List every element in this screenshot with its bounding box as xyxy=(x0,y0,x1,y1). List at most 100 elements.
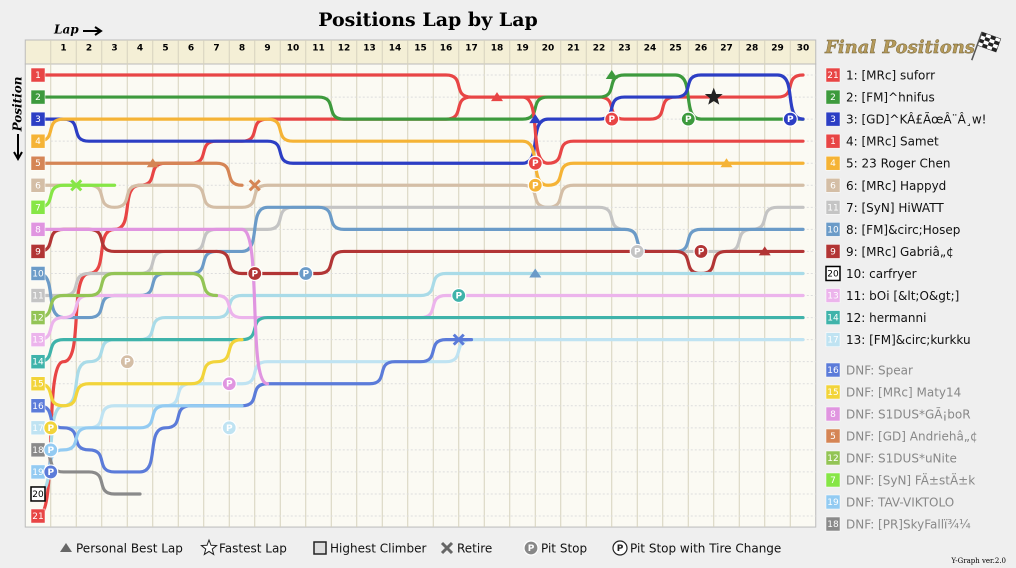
x-tick-label: 11 xyxy=(312,44,325,54)
position-line xyxy=(36,73,805,121)
grid-box xyxy=(825,516,841,532)
start-label: 8 xyxy=(35,225,41,235)
pit-symbol: P xyxy=(532,159,539,169)
grid-box-label: 8 xyxy=(830,410,836,420)
x-tick-label: 4 xyxy=(137,44,143,54)
retire-marker xyxy=(440,541,454,555)
driver-name: DNF: [MRc] Maty14 xyxy=(846,386,961,400)
start-label: 16 xyxy=(32,402,44,412)
x-tick-label: 17 xyxy=(465,44,478,54)
legend-label: Retire xyxy=(457,542,492,556)
pit-marker: P xyxy=(451,287,467,304)
pit-marker: P xyxy=(247,265,263,282)
lap-header xyxy=(24,39,817,65)
pit-symbol: P xyxy=(634,247,641,257)
start-label: 21 xyxy=(32,512,43,522)
grid-box-label: 19 xyxy=(827,498,839,508)
pit-symbol: P xyxy=(455,292,462,302)
start-label: 19 xyxy=(32,468,44,478)
pit-circle xyxy=(43,442,59,458)
position-line xyxy=(36,73,805,165)
start-label: 13 xyxy=(32,336,43,346)
grid-box xyxy=(825,222,841,237)
start-box xyxy=(30,67,46,83)
grid-box xyxy=(825,265,841,282)
grid-box xyxy=(825,111,841,127)
pit-marker: P xyxy=(43,442,59,458)
driver-name: 4: [MRc] Samet xyxy=(846,135,939,149)
grid-box-label: 3 xyxy=(830,115,836,125)
best-lap-marker xyxy=(529,114,542,124)
start-box xyxy=(30,133,46,149)
pit-symbol: P xyxy=(685,115,692,125)
legend-label: Pit Stop xyxy=(541,542,587,556)
start-box xyxy=(30,266,46,281)
start-box xyxy=(30,111,46,127)
start-box xyxy=(30,486,46,502)
driver-name: DNF: Spear xyxy=(846,364,913,378)
x-tick-label: 30 xyxy=(797,44,810,54)
grid-box xyxy=(825,450,841,466)
grid-box xyxy=(825,133,841,149)
checkered-flag xyxy=(971,31,1002,61)
pit-circle xyxy=(782,111,798,127)
driver-name: DNF: [PR]SkyFallï¾¼ xyxy=(846,518,971,532)
pit-marker: P xyxy=(119,354,135,370)
climber-marker xyxy=(313,541,327,555)
pit-marker: P xyxy=(680,111,696,127)
x-tick-label: 6 xyxy=(188,44,194,54)
grid-box-label: 11 xyxy=(827,203,838,213)
pit-marker: P xyxy=(221,376,237,392)
pit-circle xyxy=(221,376,237,392)
x-tick-label: 26 xyxy=(695,44,708,54)
pit-circle xyxy=(527,155,543,171)
fastest-lap-marker xyxy=(200,538,218,556)
grid-box xyxy=(825,155,841,171)
x-axis-label: Lap xyxy=(53,23,79,37)
start-label: 18 xyxy=(32,446,44,456)
x-tick-label: 12 xyxy=(338,44,351,54)
driver-name: 1: [MRc] suforr xyxy=(846,69,935,83)
grid-box-label: 4 xyxy=(830,159,836,169)
final-positions: 21 1: [MRc] suforr 2 2: [FM]^hnifus 3 3: [GD]… xyxy=(825,67,986,532)
grid-box xyxy=(825,362,841,378)
x-tick-label: 22 xyxy=(593,44,606,54)
position-line xyxy=(36,271,219,320)
x-tick-label: 25 xyxy=(669,44,682,54)
pit-symbol: P xyxy=(608,115,615,125)
driver-name: 6: [MRc] Happyd xyxy=(846,179,946,193)
driver-name: 11: bOi [&lt;O&gt;] xyxy=(846,289,959,303)
x-tick-label: 27 xyxy=(720,44,733,54)
x-tick-label: 5 xyxy=(162,44,168,54)
pit-circle xyxy=(527,177,543,193)
pit-circle xyxy=(43,420,59,436)
x-tick-label: 19 xyxy=(516,44,529,54)
start-label: 9 xyxy=(35,247,41,257)
pit-circle xyxy=(298,265,314,282)
x-tick-label: 10 xyxy=(287,44,300,54)
grid-box xyxy=(825,89,841,105)
pit-symbol: P xyxy=(787,115,794,125)
pit-circle xyxy=(680,111,696,127)
grid-box xyxy=(825,288,841,303)
grid-box-label: 20 xyxy=(827,269,839,279)
x-tick-label: 15 xyxy=(414,44,427,54)
driver-name: DNF: [GD] Andriehâ„¢ xyxy=(846,430,978,444)
start-box xyxy=(30,288,46,303)
start-box xyxy=(30,508,46,524)
pit-marker: P xyxy=(221,420,237,436)
x-tick-label: 24 xyxy=(644,44,657,54)
x-tick-label: 21 xyxy=(567,44,580,54)
retire-marker xyxy=(452,333,465,346)
start-label: 6 xyxy=(35,181,41,191)
start-box xyxy=(30,89,46,105)
x-tick-label: 3 xyxy=(111,44,117,54)
start-label: 4 xyxy=(35,137,41,147)
pit-symbol: P xyxy=(251,269,258,279)
start-box xyxy=(30,310,46,325)
pit-symbol: P xyxy=(532,181,539,191)
best-lap-marker xyxy=(491,92,503,102)
start-label: 20 xyxy=(32,490,44,500)
grid-box xyxy=(825,494,841,510)
